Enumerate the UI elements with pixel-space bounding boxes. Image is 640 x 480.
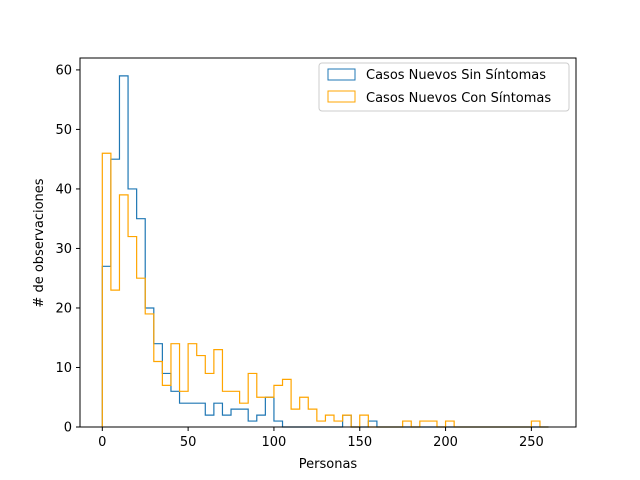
legend: Casos Nuevos Sin Síntomas Casos Nuevos C…	[318, 62, 570, 112]
x-tick-label: 100	[262, 435, 287, 450]
y-axis-label: # de observaciones	[32, 178, 47, 307]
x-axis-label: Personas	[299, 457, 358, 472]
x-tick-label: 50	[180, 435, 197, 450]
legend-label-sin-sintomas: Casos Nuevos Sin Síntomas	[366, 68, 546, 83]
y-tick-label: 10	[55, 361, 72, 376]
plot-frame	[79, 57, 577, 428]
x-axis: 0 50 100 150 200 250	[98, 427, 544, 450]
y-tick-label: 30	[55, 242, 72, 257]
x-tick-label: 200	[433, 435, 458, 450]
y-tick-label: 60	[55, 63, 72, 78]
histogram-series-con-sintomas	[101, 152, 549, 428]
y-tick-label: 20	[55, 301, 72, 316]
x-tick-label: 0	[98, 435, 106, 450]
y-tick-label: 50	[55, 123, 72, 138]
y-tick-label: 0	[64, 421, 72, 436]
legend-swatch-con-sintomas	[327, 90, 356, 103]
y-axis: 0 10 20 30 40 50 60	[55, 63, 80, 436]
y-tick-label: 40	[55, 182, 72, 197]
legend-frame	[318, 62, 570, 112]
legend-label-con-sintomas: Casos Nuevos Con Síntomas	[366, 91, 551, 106]
x-tick-label: 250	[519, 435, 544, 450]
x-tick-label: 150	[347, 435, 372, 450]
legend-swatch-sin-sintomas	[327, 68, 356, 81]
